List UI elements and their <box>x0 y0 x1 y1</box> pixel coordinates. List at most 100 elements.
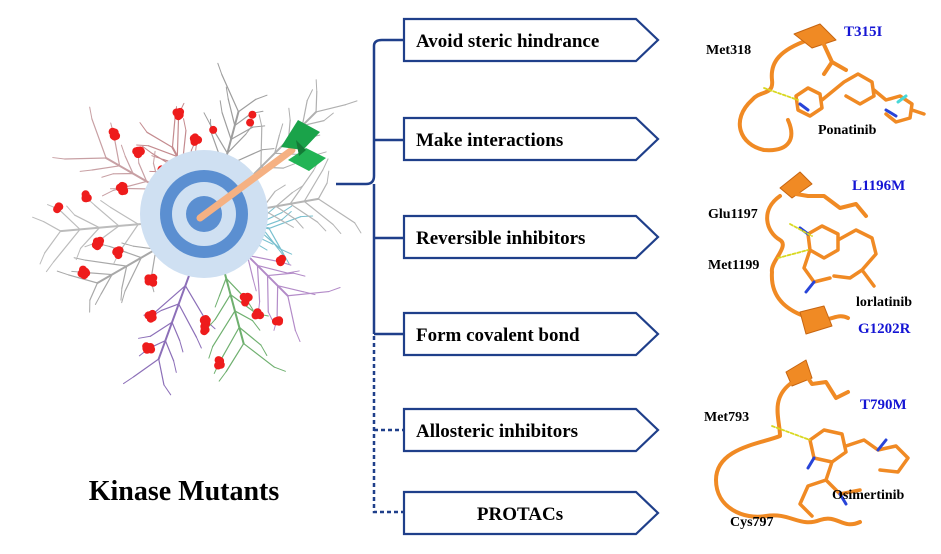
strategy-label: Make interactions <box>416 130 563 151</box>
tree-branch <box>226 133 247 154</box>
mutation-dot <box>191 133 200 142</box>
tree-branch <box>315 104 347 113</box>
tree-branch <box>142 145 153 155</box>
residue-label-glu1197: Glu1197 <box>708 207 758 222</box>
tree-branch <box>32 216 45 223</box>
mutation-dot <box>200 322 209 331</box>
mutation-dot <box>176 107 185 116</box>
tree-branch <box>221 112 232 140</box>
hbond-met793 <box>771 425 811 441</box>
strategy-arrow-box <box>402 214 660 260</box>
backbone-ribbon-3 <box>714 382 862 527</box>
tree-branch <box>234 310 254 322</box>
tree-branch <box>252 125 266 128</box>
residue-label-met793: Met793 <box>704 410 749 425</box>
tree-branch <box>121 265 128 289</box>
mutation-label-t315i: T315I <box>844 24 883 40</box>
tree-branch <box>303 169 324 202</box>
ponatinib-fluorine <box>896 94 908 104</box>
tree-branch <box>218 277 227 297</box>
tree-branch <box>315 79 318 93</box>
strategy-item: Allosteric inhibitors <box>402 407 660 453</box>
tree-branch <box>277 285 305 293</box>
tree-branch <box>173 360 177 373</box>
tree-branch <box>221 74 240 113</box>
structure-osimertinib <box>714 359 910 527</box>
tree-branch <box>100 200 112 208</box>
tree-branch <box>217 62 223 76</box>
bracket-dotted-stem <box>372 336 404 514</box>
tree-branch <box>176 113 180 158</box>
hbond-met318 <box>763 87 799 101</box>
tree-branch <box>273 366 286 372</box>
tree-branch <box>154 285 186 313</box>
tree-branch <box>282 163 295 169</box>
dart-fletching-bottom <box>288 148 326 171</box>
tree-branch <box>288 107 291 121</box>
tree-branch <box>261 148 275 151</box>
mutation-label-g1202r: G1202R <box>858 321 911 337</box>
tree-branch <box>323 112 334 122</box>
strategy-item: Reversible inhibitors <box>402 214 660 260</box>
tree-branch <box>287 290 330 297</box>
strategy-item: PROTACs <box>402 490 660 536</box>
tree-branch <box>234 112 252 127</box>
tree-branch <box>56 270 70 276</box>
tree-branch <box>152 150 156 164</box>
drug-label-osimertinib: Osimertinib <box>832 488 905 503</box>
tree-branch <box>120 144 126 158</box>
tree-branch <box>237 98 257 113</box>
tree-branch <box>195 336 202 349</box>
tree-branch <box>89 282 99 301</box>
t315i-sidechain <box>818 34 848 76</box>
backbone-ribbon-1 <box>737 38 810 153</box>
mutation-dot <box>148 277 157 286</box>
tree-branch <box>79 169 93 172</box>
mutation-dot <box>148 309 157 318</box>
mutation-dot <box>108 127 117 136</box>
tree-branch <box>85 259 128 267</box>
mutation-dot <box>144 343 153 352</box>
tree-branch <box>258 114 263 127</box>
tree-branch <box>291 185 303 194</box>
tree-branch <box>101 189 114 197</box>
tree-branch <box>256 264 261 303</box>
tree-branch <box>281 210 292 220</box>
tree-branch <box>149 321 173 337</box>
mutation-label-l1196m: L1196M <box>852 178 905 194</box>
tree-branch <box>261 238 274 245</box>
lorlatinib-ligand <box>802 224 878 288</box>
tree-branch <box>317 221 327 232</box>
tree-branch <box>121 242 134 247</box>
tree-branch <box>289 169 315 205</box>
tree-branch <box>132 358 160 378</box>
tree-branch <box>301 99 308 127</box>
mutation-dot <box>112 247 121 256</box>
tree-branch <box>246 254 281 263</box>
tree-branch <box>354 222 362 234</box>
mutation-dot <box>77 269 86 278</box>
tree-branch <box>138 335 151 339</box>
tree-branch <box>94 204 120 227</box>
structure-lorlatinib <box>765 171 878 335</box>
tree-branch <box>218 326 240 364</box>
tree-branch <box>214 295 220 308</box>
strategy-item: Make interactions <box>402 116 660 162</box>
strategy-label: Allosteric inhibitors <box>416 421 578 442</box>
tree-branch <box>303 200 334 226</box>
tree-branch <box>274 184 286 192</box>
mutation-dot <box>92 240 101 249</box>
mutation-dot <box>81 194 90 203</box>
strategy-label: Form covalent bond <box>416 325 580 346</box>
mutation-dot <box>239 292 248 301</box>
drug-label-lorlatinib: lorlatinib <box>856 295 912 310</box>
tree-branch <box>147 145 178 158</box>
mutation-dot <box>55 202 64 211</box>
tree-branch <box>275 205 296 220</box>
tree-branch <box>268 227 284 254</box>
tree-branch <box>238 326 262 346</box>
strategy-label: Avoid steric hindrance <box>416 31 599 52</box>
mutation-dot <box>246 118 255 127</box>
tree-branch <box>281 205 293 214</box>
tree-branch <box>43 221 62 232</box>
